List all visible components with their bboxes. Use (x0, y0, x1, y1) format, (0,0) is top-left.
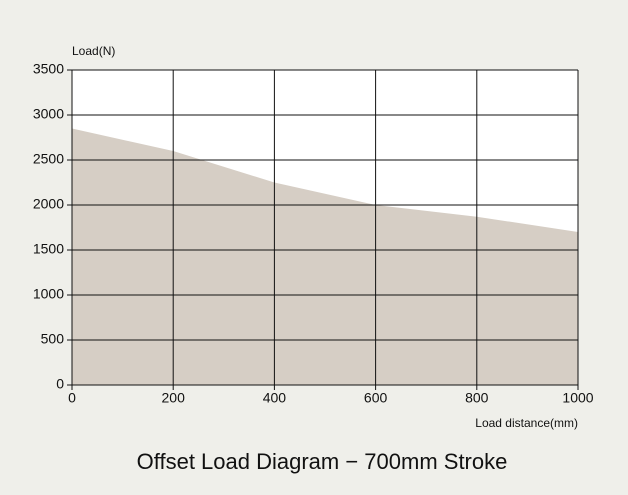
y-tick-label: 0 (56, 376, 64, 392)
y-tick-label: 2500 (33, 151, 64, 167)
x-tick-label: 800 (465, 390, 489, 406)
x-tick-label: 400 (263, 390, 287, 406)
y-tick-label: 1000 (33, 286, 64, 302)
y-tick-label: 2000 (33, 196, 64, 212)
area (72, 128, 578, 385)
x-tick-label: 1000 (562, 390, 593, 406)
y-tick-label: 1500 (33, 241, 64, 257)
x-tick-label: 200 (162, 390, 186, 406)
y-tick-label: 3000 (33, 106, 64, 122)
x-axis-label: Load distance(mm) (475, 416, 578, 430)
x-tick-label: 600 (364, 390, 388, 406)
x-tick-label: 0 (68, 390, 76, 406)
y-axis-label: Load(N) (72, 44, 115, 58)
chart-title: Offset Load Diagram − 700mm Stroke (137, 449, 508, 474)
y-tick-label: 500 (41, 331, 65, 347)
y-tick-label: 3500 (33, 61, 64, 77)
